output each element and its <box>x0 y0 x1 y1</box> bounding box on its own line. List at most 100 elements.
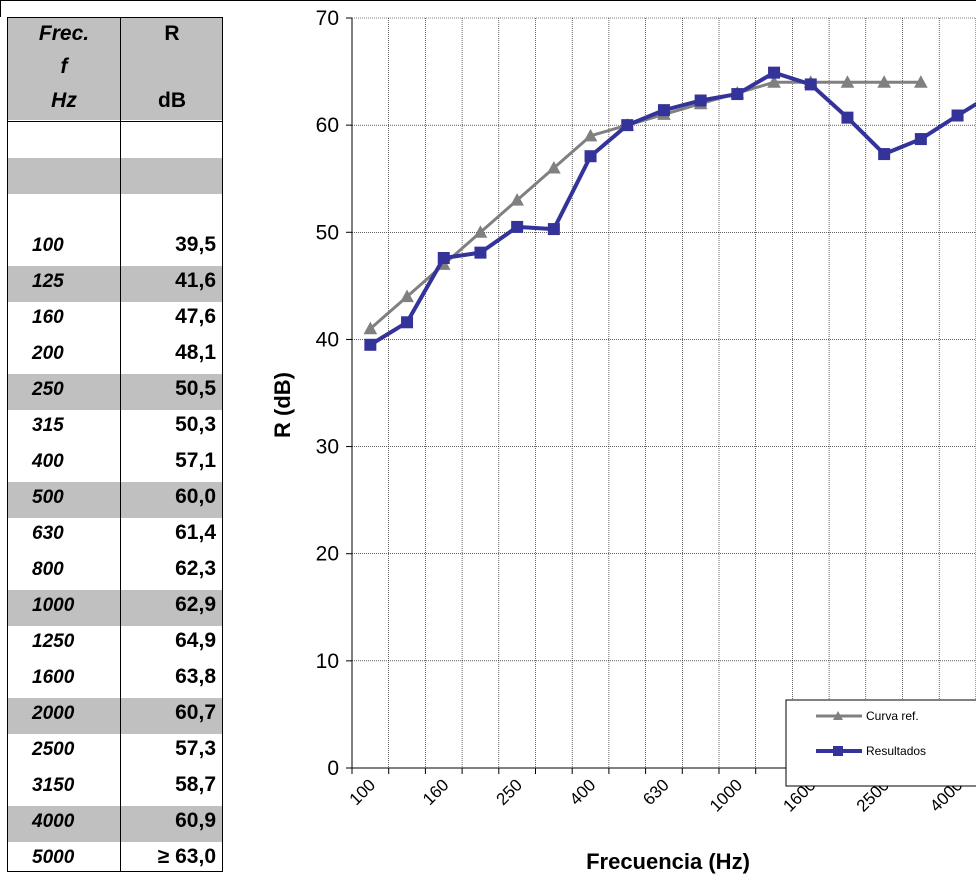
legend-marker-triangle <box>833 711 843 720</box>
blank-shaded-row <box>8 158 222 194</box>
row-frequency: 400 <box>32 451 64 472</box>
row-r-value: 50,5 <box>175 377 216 400</box>
row-frequency: 4000 <box>32 811 75 832</box>
row-frequency: 2500 <box>32 739 75 760</box>
row-frequency: 800 <box>32 559 64 580</box>
data-point-square <box>951 109 964 122</box>
row-frequency: 1000 <box>32 595 75 616</box>
row-r-value: 39,5 <box>175 233 216 256</box>
table-row: 5000 ≥ 63,0 <box>8 842 222 878</box>
table-row: 400 57,1 <box>8 446 222 482</box>
series-line-2 <box>369 70 976 347</box>
data-point-square <box>731 88 744 101</box>
data-point-square <box>768 66 781 79</box>
legend-label-1: Curva ref. <box>866 709 919 723</box>
x-tick-label: 400 <box>566 775 599 808</box>
data-point-square <box>547 223 560 236</box>
data-point-triangle <box>363 321 378 335</box>
data-point-triangle <box>547 160 561 174</box>
data-point-square <box>804 78 817 91</box>
x-tick-label: 100 <box>346 775 379 808</box>
table-header-bg <box>8 18 222 120</box>
x-tick-label: 1000 <box>706 775 746 815</box>
table-row: 200 48,1 <box>8 338 222 374</box>
table-row: 1250 64,9 <box>8 626 222 662</box>
y-tick-label: 60 <box>316 114 339 137</box>
x-tick-label: 630 <box>639 775 672 808</box>
row-r-value: 57,3 <box>175 737 216 760</box>
table-row: 125 41,6 <box>8 266 222 302</box>
data-point-square <box>878 148 891 161</box>
table-row: 100 39,5 <box>8 230 222 266</box>
data-point-triangle <box>914 75 928 88</box>
header-r-line3: dB <box>158 89 186 112</box>
table-row: 160 47,6 <box>8 302 222 338</box>
data-point-triangle <box>510 193 524 206</box>
data-point-square <box>474 246 487 259</box>
table-row: 3150 58,7 <box>8 770 222 806</box>
table-row: 500 60,0 <box>8 482 222 518</box>
x-axis-title: Frecuencia (Hz) <box>586 849 750 874</box>
y-tick-label: 10 <box>316 650 339 673</box>
row-r-value: 62,3 <box>175 557 216 580</box>
row-r-value: ≥ 63,0 <box>157 845 216 868</box>
y-axis-title: R (dB) <box>270 372 295 438</box>
row-frequency: 315 <box>32 415 64 436</box>
row-r-value: 60,9 <box>175 809 216 832</box>
row-frequency: 1250 <box>32 631 75 652</box>
row-frequency: 100 <box>32 235 64 256</box>
data-point-square <box>621 119 634 132</box>
header-r-line1: R <box>164 22 180 45</box>
y-tick-label: 0 <box>327 757 339 780</box>
row-frequency: 1600 <box>32 667 75 688</box>
data-point-square <box>584 150 597 163</box>
row-r-value: 61,4 <box>175 521 216 544</box>
header-freq-line1: Frec. <box>38 22 90 45</box>
table-row: 4000 60,9 <box>8 806 222 842</box>
data-point-square <box>401 316 414 329</box>
data-table: Frec. f Hz R dB 100 39,5 125 41,6 160 47,6 200… <box>7 17 223 872</box>
row-r-value: 48,1 <box>175 341 216 364</box>
data-point-square <box>437 252 450 264</box>
row-r-value: 62,9 <box>175 593 216 616</box>
row-frequency: 630 <box>32 523 64 544</box>
row-r-value: 50,3 <box>175 413 216 436</box>
row-frequency: 200 <box>32 343 64 364</box>
data-point-square <box>694 94 707 107</box>
table-row: 2500 57,3 <box>8 734 222 770</box>
header-freq-line2: f <box>60 55 68 78</box>
row-r-value: 58,7 <box>175 773 216 796</box>
x-tick-label: 160 <box>419 775 452 808</box>
header-freq-line3: Hz <box>51 89 77 112</box>
header-divider <box>8 121 222 122</box>
row-frequency: 160 <box>32 307 64 328</box>
data-point-triangle <box>583 128 598 142</box>
row-frequency: 500 <box>32 487 64 508</box>
data-point-triangle <box>767 75 781 88</box>
y-tick-label: 40 <box>316 328 339 351</box>
row-r-value: 47,6 <box>175 305 216 328</box>
data-point-square <box>657 104 670 117</box>
table-row: 250 50,5 <box>8 374 222 410</box>
table-row: 2000 60,7 <box>8 698 222 734</box>
data-point-triangle <box>400 289 414 303</box>
row-r-value: 41,6 <box>175 269 216 292</box>
column-divider <box>120 18 121 871</box>
table-row: 1000 62,9 <box>8 590 222 626</box>
row-r-value: 64,9 <box>175 629 216 652</box>
y-tick-label: 70 <box>316 7 339 30</box>
row-r-value: 63,8 <box>175 665 216 688</box>
data-point-square <box>914 133 927 146</box>
legend-label-2: Resultados <box>866 744 926 758</box>
y-tick-label: 50 <box>316 221 339 244</box>
data-point-square <box>841 111 854 124</box>
data-point-triangle <box>877 75 891 88</box>
row-frequency: 5000 <box>32 847 75 868</box>
row-frequency: 125 <box>32 271 64 292</box>
legend-marker-square <box>833 746 843 756</box>
y-tick-label: 30 <box>316 436 339 459</box>
data-point-square <box>511 220 524 233</box>
row-r-value: 60,0 <box>175 485 216 508</box>
data-point-triangle <box>840 75 855 88</box>
